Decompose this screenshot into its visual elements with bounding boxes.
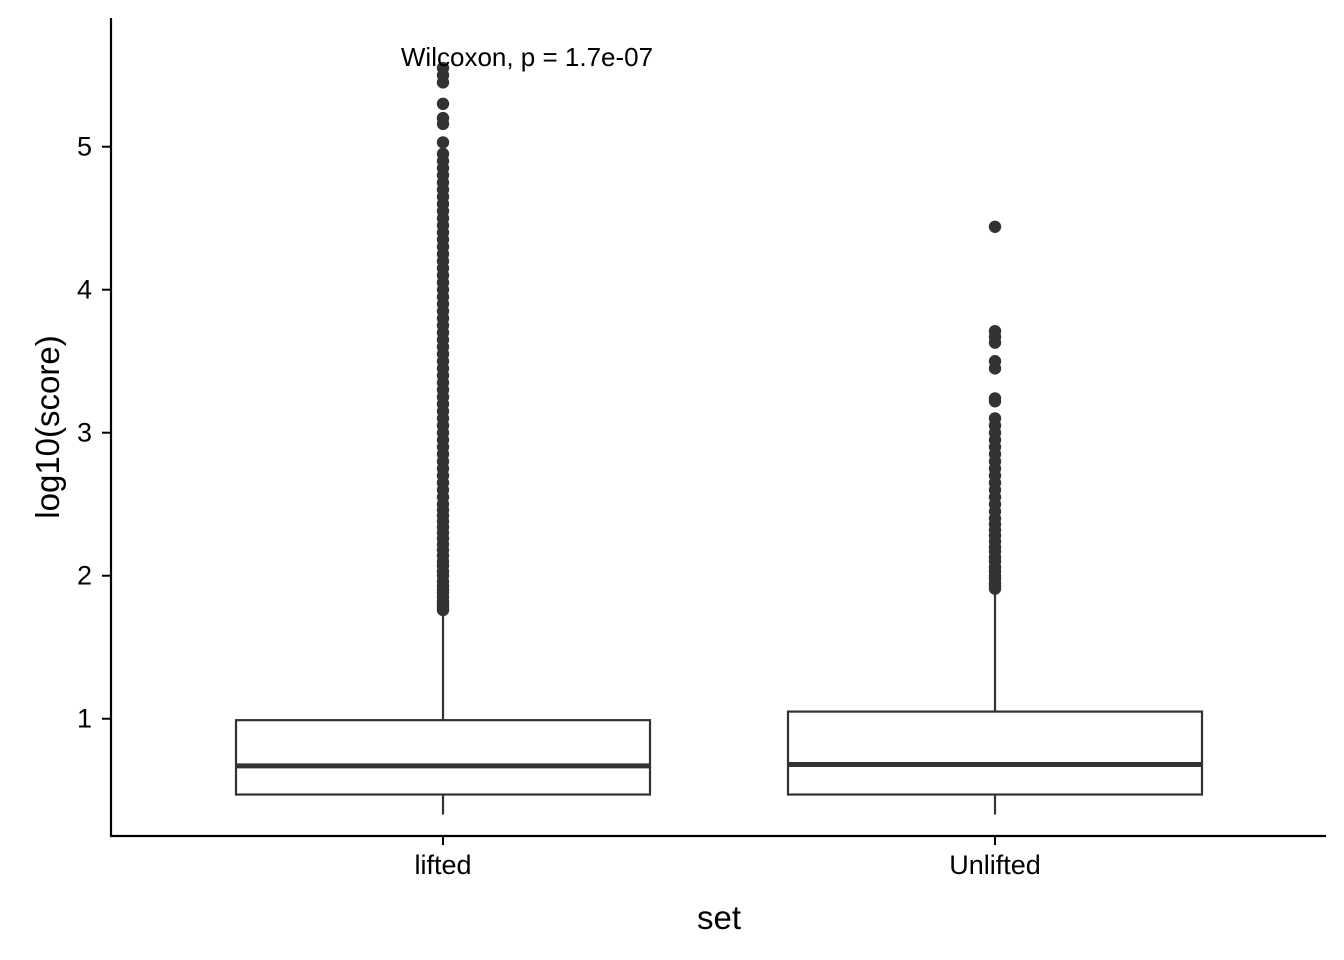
outlier-point-unlifted xyxy=(988,412,1002,425)
y-tick-label-3: 3 xyxy=(77,418,92,448)
outlier-point-unlifted xyxy=(988,355,1002,368)
x-axis-title: set xyxy=(697,899,741,936)
y-tick-label-2: 2 xyxy=(77,561,92,591)
box-group-unlifted xyxy=(786,220,1204,815)
outlier-point-lifted xyxy=(436,147,450,161)
box-unlifted xyxy=(786,710,1204,796)
y-tick-label-4: 4 xyxy=(77,275,92,305)
box-lifted xyxy=(234,719,652,796)
box-group-lifted xyxy=(234,61,652,815)
y-axis-ticks: 1 2 3 4 5 xyxy=(77,132,111,734)
outlier-point-lifted xyxy=(436,111,450,125)
outlier-point-unlifted xyxy=(988,392,1002,405)
wilcoxon-annotation: Wilcoxon, p = 1.7e-07 xyxy=(401,42,653,72)
outlier-point-lifted xyxy=(436,97,450,111)
x-axis-ticks: lifted Unlifted xyxy=(414,836,1041,880)
outlier-point-unlifted xyxy=(988,324,1002,338)
outlier-point-lifted xyxy=(436,61,450,75)
y-tick-label-5: 5 xyxy=(77,132,92,162)
outlier-point-lifted xyxy=(436,136,450,149)
x-tick-label-lifted: lifted xyxy=(414,850,471,880)
x-tick-label-unlifted: Unlifted xyxy=(949,850,1041,880)
outlier-point-unlifted xyxy=(988,220,1002,233)
plot-area xyxy=(234,61,1204,815)
y-tick-label-1: 1 xyxy=(77,704,92,734)
y-axis-title: log10(score) xyxy=(29,335,66,518)
